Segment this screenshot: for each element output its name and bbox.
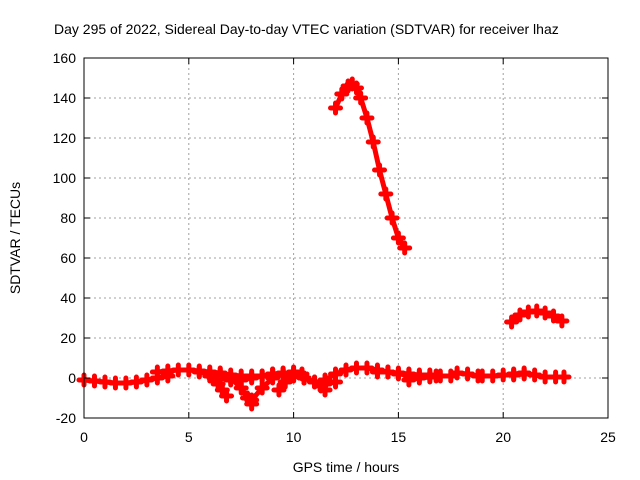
data-series xyxy=(76,76,572,412)
chart-title: Day 295 of 2022, Sidereal Day-to-day VTE… xyxy=(54,21,559,37)
data-point xyxy=(296,370,312,386)
data-point xyxy=(254,380,270,396)
data-point xyxy=(460,366,476,382)
data-point xyxy=(277,374,293,390)
data-point xyxy=(390,230,406,246)
data-point xyxy=(504,314,520,330)
data-point xyxy=(359,110,375,126)
data-point xyxy=(338,362,354,378)
data-point xyxy=(527,367,543,383)
x-tick-label: 15 xyxy=(391,429,407,445)
data-point xyxy=(372,162,388,178)
plot-frame xyxy=(83,57,609,419)
data-point xyxy=(244,392,260,408)
y-tick-label: 20 xyxy=(60,330,76,346)
x-tick-label: 0 xyxy=(80,429,88,445)
data-point xyxy=(139,372,155,388)
y-tick-label: 160 xyxy=(53,50,77,66)
data-point xyxy=(191,364,207,380)
data-point xyxy=(244,370,260,386)
data-point xyxy=(384,210,400,226)
x-axis-label: GPS time / hours xyxy=(293,459,400,475)
data-point xyxy=(223,370,239,386)
data-point xyxy=(556,369,572,385)
data-point xyxy=(378,186,394,202)
data-point xyxy=(271,382,287,398)
y-tick-label: 0 xyxy=(68,370,76,386)
y-tick-label: 40 xyxy=(60,290,76,306)
data-point xyxy=(233,380,249,396)
data-point xyxy=(428,368,444,384)
y-tick-label: 100 xyxy=(53,170,77,186)
data-point xyxy=(397,240,413,256)
data-point xyxy=(328,366,344,382)
x-tick-label: 10 xyxy=(286,429,302,445)
data-point xyxy=(334,86,350,102)
data-point xyxy=(512,307,528,323)
x-tick-label: 20 xyxy=(495,429,511,445)
data-point xyxy=(212,366,228,382)
data-point xyxy=(202,368,218,384)
data-point xyxy=(219,388,235,404)
data-point xyxy=(554,313,570,329)
data-point xyxy=(353,90,369,106)
data-point xyxy=(401,372,417,388)
data-point xyxy=(317,372,333,388)
data-point xyxy=(128,374,144,390)
x-tick-label: 5 xyxy=(185,429,193,445)
data-point xyxy=(516,365,532,381)
y-tick-label: 120 xyxy=(53,130,77,146)
y-tick-label: 140 xyxy=(53,90,77,106)
data-point xyxy=(348,80,364,96)
data-point xyxy=(365,134,381,150)
data-point xyxy=(328,100,344,116)
y-tick-label: 60 xyxy=(60,250,76,266)
data-point xyxy=(254,368,270,384)
x-tick-label: 25 xyxy=(600,429,616,445)
data-point xyxy=(359,360,375,376)
y-axis-label: SDTVAR / TECUs xyxy=(7,182,23,294)
y-tick-label: 80 xyxy=(60,210,76,226)
grid xyxy=(84,58,608,418)
data-point xyxy=(537,305,553,321)
y-tick-label: -20 xyxy=(56,410,76,426)
data-point xyxy=(546,308,562,324)
